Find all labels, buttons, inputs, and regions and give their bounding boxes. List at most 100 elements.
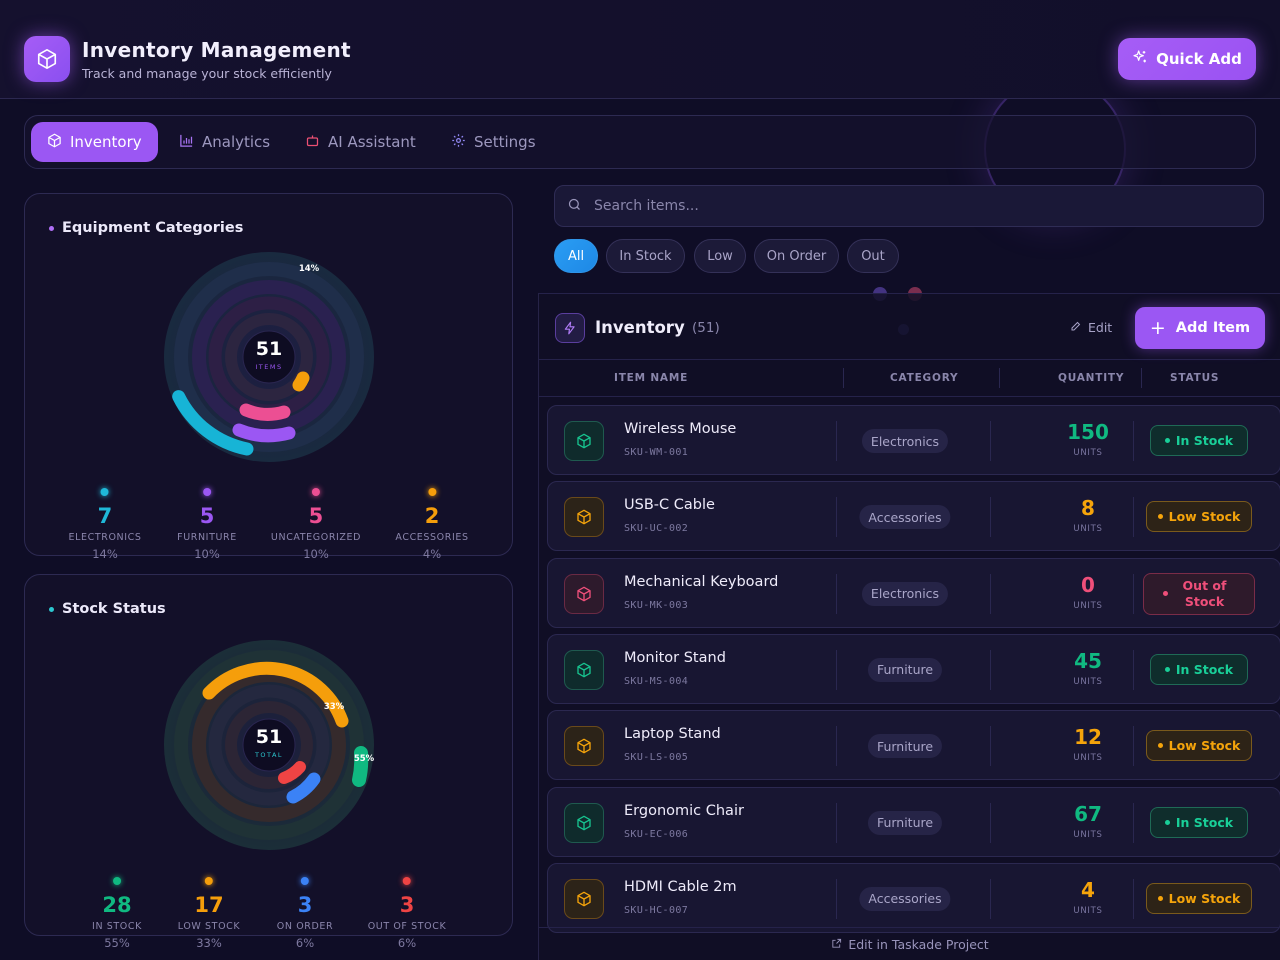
status-badge: Low Stock (1146, 501, 1252, 533)
app-header: Inventory Management Track and manage yo… (0, 0, 1280, 99)
tab-settings[interactable]: Settings (435, 122, 552, 162)
table-row[interactable]: USB-C Cable SKU-UC-002 Accessories 8 UNITS Lo… (547, 481, 1280, 552)
row-divider (1133, 878, 1134, 919)
row-divider (836, 802, 837, 843)
units-label: UNITS (1073, 905, 1103, 916)
column-status: STATUS (1170, 372, 1220, 384)
row-divider (836, 726, 837, 767)
row-divider (1133, 802, 1134, 843)
item-name: USB-C Cable (624, 497, 715, 514)
filter-low[interactable]: Low (694, 239, 746, 273)
table-row[interactable]: Monitor Stand SKU-MS-004 Furniture 45 UNITS I… (547, 633, 1280, 704)
item-name: Laptop Stand (624, 726, 721, 743)
cube-logo-icon (24, 36, 70, 82)
category-donut-chart: 51 ITEMS 14% (164, 252, 374, 462)
status-badge: Low Stock (1146, 882, 1252, 914)
low-stock-arc (202, 661, 349, 728)
row-divider (836, 649, 837, 690)
search-input[interactable] (594, 198, 1234, 214)
units-label: UNITS (1073, 753, 1103, 764)
row-divider (1133, 573, 1134, 614)
status-label: In Stock (1175, 661, 1234, 677)
units-label: UNITS (1073, 448, 1103, 458)
table-row[interactable]: Laptop Stand SKU-LS-005 Furniture 12 UNITS Lo… (547, 710, 1280, 781)
column-category: CATEGORY (890, 372, 959, 384)
gear-icon (451, 133, 466, 152)
table-row[interactable]: Ergonomic Chair SKU-EC-006 Furniture 67 UNIT… (547, 786, 1280, 857)
stat-value: 3 (297, 893, 313, 917)
row-divider (1133, 649, 1134, 690)
add-item-button[interactable]: + Add Item (1135, 307, 1265, 349)
external-link-icon (831, 937, 842, 952)
status-label: Low Stock (1168, 890, 1241, 906)
row-divider (836, 497, 837, 538)
column-divider (999, 368, 1000, 388)
row-divider (836, 421, 837, 461)
search-box (554, 185, 1264, 227)
edit-in-taskade-link[interactable]: Edit in Taskade Project (539, 927, 1280, 960)
row-divider (1133, 421, 1134, 461)
category-badge: Accessories (859, 505, 951, 530)
filter-out[interactable]: Out (847, 239, 899, 273)
legend-dot (100, 488, 109, 496)
stat-percent: 6% (295, 936, 315, 950)
app-title: Inventory Management (82, 38, 351, 62)
panel-title-text: Equipment Categories (62, 220, 244, 236)
stat-label: ACCESSORIES (395, 532, 469, 543)
list-header: Inventory (51) Edit + Add Item (539, 293, 1280, 360)
table-row[interactable]: Wireless Mouse SKU-WM-001 Electronics 150 UN… (547, 405, 1280, 475)
add-item-label: Add Item (1175, 320, 1251, 336)
column-quantity: QUANTITY (1058, 372, 1125, 384)
status-label: In Stock (1175, 814, 1234, 830)
box-icon (564, 878, 604, 919)
stat-electronics: 7 ELECTRONICS 14% (69, 488, 142, 561)
tab-analytics[interactable]: Analytics (163, 122, 286, 162)
item-sku: SKU-MK-003 (624, 599, 689, 611)
accessories-arc (292, 371, 310, 392)
tab-ai-assistant[interactable]: AI Assistant (289, 122, 432, 162)
tab-label: Inventory (70, 133, 142, 151)
plus-icon: + (1149, 316, 1166, 339)
status-badge: In Stock (1150, 806, 1248, 838)
tab-inventory[interactable]: Inventory (31, 122, 158, 162)
item-sku: SKU-WM-001 (624, 447, 689, 458)
stat-label: OUT OF STOCK (367, 921, 447, 932)
stat-furniture: 5 FURNITURE 10% (177, 488, 237, 561)
stat-value: 3 (399, 893, 415, 917)
quick-add-button[interactable]: Quick Add (1118, 38, 1256, 80)
filter-on-order[interactable]: On Order (754, 239, 839, 273)
list-title: Inventory (595, 318, 685, 337)
table-row[interactable]: HDMI Cable 2m SKU-HC-007 Accessories 4 UNITS… (547, 862, 1280, 933)
ring-track (208, 684, 330, 806)
tab-label: Analytics (202, 133, 271, 151)
stat-percent: 33% (196, 936, 222, 950)
in-stock-arc (352, 746, 369, 787)
stat-value: 2 (424, 504, 440, 528)
legend-dot (311, 488, 320, 496)
row-divider (990, 497, 991, 538)
stat-value: 5 (308, 504, 324, 528)
legend-dot (301, 877, 309, 885)
robot-icon (305, 133, 320, 152)
item-quantity: 150 (1067, 420, 1109, 444)
stat-in-stock: 28 IN STOCK 55% (92, 877, 142, 950)
table-row[interactable]: Mechanical Keyboard SKU-MK-003 Electronics… (547, 557, 1280, 628)
stat-low-stock: 17 LOW STOCK 33% (178, 877, 240, 950)
edit-button[interactable]: Edit (1070, 320, 1112, 335)
center-label: ITEMS (255, 363, 282, 371)
stock-donut-chart: 51 TOTAL 33% 55% (164, 640, 375, 850)
center-value: 51 (256, 726, 282, 748)
out-of-stock-arc (278, 761, 306, 784)
filter-label: In Stock (619, 248, 672, 264)
status-badge: Low Stock (1146, 730, 1252, 762)
legend-dot (203, 488, 211, 496)
title-dot (49, 225, 54, 231)
status-dot (1164, 438, 1170, 443)
app-subtitle: Track and manage your stock efficiently (82, 66, 332, 81)
panel-title: Stock Status (49, 601, 166, 617)
filter-in-stock[interactable]: In Stock (606, 239, 685, 273)
filter-all[interactable]: All (554, 239, 598, 273)
stat-percent: 14% (92, 547, 118, 561)
status-dot (1162, 591, 1168, 597)
tab-label: Settings (474, 133, 536, 151)
